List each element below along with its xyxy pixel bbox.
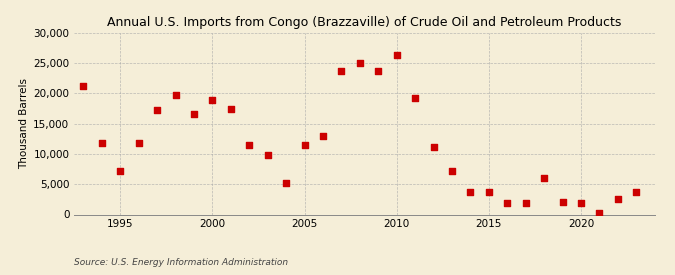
Point xyxy=(483,189,494,194)
Point xyxy=(318,134,329,138)
Point xyxy=(134,140,144,145)
Point xyxy=(263,153,273,157)
Point xyxy=(447,169,458,173)
Point xyxy=(299,143,310,147)
Point xyxy=(465,189,476,194)
Text: Source: U.S. Energy Information Administration: Source: U.S. Energy Information Administ… xyxy=(74,258,288,267)
Point xyxy=(631,189,642,194)
Point xyxy=(78,83,89,88)
Point xyxy=(207,98,218,102)
Point xyxy=(354,61,365,65)
Point xyxy=(373,69,383,73)
Point xyxy=(225,106,236,111)
Point xyxy=(520,201,531,205)
Point xyxy=(502,201,513,205)
Point xyxy=(557,200,568,205)
Point xyxy=(594,210,605,215)
Point xyxy=(410,95,421,100)
Y-axis label: Thousand Barrels: Thousand Barrels xyxy=(19,78,29,169)
Point xyxy=(152,108,163,113)
Title: Annual U.S. Imports from Congo (Brazzaville) of Crude Oil and Petroleum Products: Annual U.S. Imports from Congo (Brazzavi… xyxy=(107,16,622,29)
Point xyxy=(392,53,402,57)
Point xyxy=(97,141,107,145)
Point xyxy=(188,112,199,116)
Point xyxy=(539,176,549,180)
Point xyxy=(115,169,126,173)
Point xyxy=(244,143,254,147)
Point xyxy=(281,181,292,185)
Point xyxy=(170,93,181,98)
Point xyxy=(428,145,439,150)
Point xyxy=(576,201,587,205)
Point xyxy=(336,68,347,73)
Point xyxy=(612,197,623,202)
